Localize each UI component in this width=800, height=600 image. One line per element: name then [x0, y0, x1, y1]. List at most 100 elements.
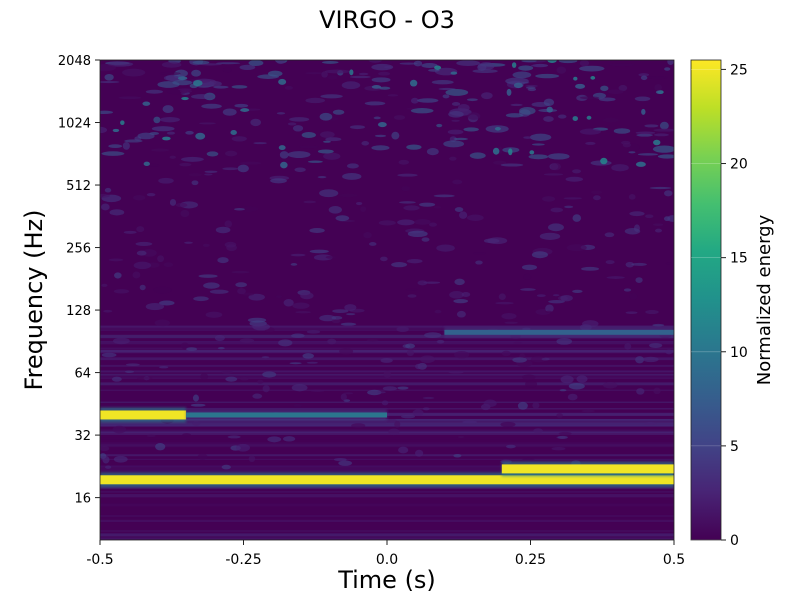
texture-blob — [579, 60, 590, 67]
texture-blob — [531, 143, 545, 146]
texture-blob — [410, 108, 434, 114]
texture-blob — [417, 280, 428, 286]
texture-blob — [558, 60, 578, 64]
texture-streak — [100, 335, 674, 338]
texture-blob — [391, 131, 400, 140]
texture-streak — [100, 514, 674, 518]
texture-blob — [436, 244, 455, 252]
texture-blob — [521, 264, 538, 271]
texture-blob — [628, 194, 636, 200]
texture-blob — [146, 434, 156, 438]
texture-blob — [422, 396, 435, 400]
texture-streak — [100, 533, 674, 537]
texture-blob — [436, 339, 445, 344]
texture-blob — [513, 341, 523, 344]
texture-speck — [635, 161, 646, 167]
texture-blob — [122, 142, 130, 150]
texture-blob — [324, 69, 350, 74]
texture-speck — [586, 115, 592, 120]
texture-blob — [454, 351, 470, 359]
texture-blob — [231, 85, 248, 89]
texture-blob — [501, 350, 511, 357]
texture-blob — [550, 207, 564, 213]
texture-blob — [512, 71, 532, 79]
texture-blob — [466, 214, 484, 221]
plot-area — [100, 60, 674, 540]
texture-blob — [342, 172, 362, 180]
texture-blob — [380, 358, 393, 363]
texture-blob — [457, 435, 465, 438]
texture-blob — [287, 122, 297, 126]
texture-blob — [654, 84, 662, 91]
texture-blob — [606, 276, 625, 279]
texture-blob — [343, 392, 354, 395]
texture-blob — [327, 338, 337, 345]
texture-blob — [328, 205, 342, 214]
texture-blob — [453, 299, 469, 304]
texture-blob — [453, 137, 468, 141]
texture-blob — [618, 84, 628, 92]
texture-blob — [192, 394, 199, 402]
texture-blob — [487, 237, 508, 245]
texture-blob — [579, 65, 605, 72]
texture-blob — [162, 105, 174, 114]
texture-blob — [533, 428, 543, 434]
texture-blob — [637, 153, 659, 156]
texture-blob — [405, 343, 416, 349]
texture-blob — [284, 85, 293, 90]
texture-blob — [309, 249, 329, 254]
texture-blob — [475, 260, 483, 265]
texture-blob — [373, 116, 381, 120]
texture-blob — [448, 110, 464, 118]
texture-speck — [513, 82, 523, 89]
texture-blob — [190, 403, 206, 407]
texture-blob — [180, 342, 189, 350]
texture-blob — [225, 150, 238, 157]
texture-blob — [453, 454, 462, 458]
texture-streak — [100, 530, 674, 533]
y-tick-label: 256 — [66, 242, 91, 257]
texture-blob — [644, 124, 659, 128]
texture-blob — [151, 148, 170, 152]
texture-blob — [493, 160, 507, 165]
texture-blob — [247, 317, 267, 323]
texture-blob — [216, 62, 241, 65]
texture-blob — [291, 333, 305, 338]
texture-blob — [531, 251, 548, 259]
colorbar-label: Normalized energy — [754, 214, 775, 385]
texture-blob — [369, 242, 377, 246]
texture-blob — [609, 63, 635, 67]
texture-blob — [442, 94, 450, 99]
texture-blob — [270, 178, 287, 184]
texture-blob — [193, 296, 209, 302]
texture-blob — [103, 309, 113, 313]
texture-blob — [520, 288, 536, 291]
texture-blob — [101, 283, 108, 287]
texture-blob — [399, 62, 418, 65]
texture-blob — [205, 311, 223, 318]
texture-blob — [388, 428, 400, 436]
texture-blob — [108, 258, 124, 262]
texture-blob — [338, 460, 353, 466]
texture-blob — [541, 357, 550, 361]
texture-blob — [421, 63, 438, 68]
texture-blob — [248, 455, 256, 463]
texture-blob — [276, 112, 286, 115]
y-tick-label: 1024 — [58, 117, 91, 132]
texture-blob — [161, 61, 182, 68]
texture-blob — [293, 403, 302, 408]
texture-blob — [323, 140, 331, 143]
texture-blob — [378, 220, 396, 226]
texture-blob — [206, 151, 219, 157]
x-tick-label: 0.25 — [515, 552, 546, 568]
texture-blob — [593, 195, 601, 201]
texture-blob — [321, 60, 339, 64]
texture-streak — [100, 442, 674, 444]
texture-blob — [652, 145, 674, 153]
texture-blob — [457, 103, 470, 112]
texture-blob — [636, 133, 653, 137]
texture-blob — [378, 71, 391, 76]
texture-blob — [239, 376, 249, 381]
texture-blob — [153, 116, 161, 124]
texture-blob — [469, 152, 486, 159]
